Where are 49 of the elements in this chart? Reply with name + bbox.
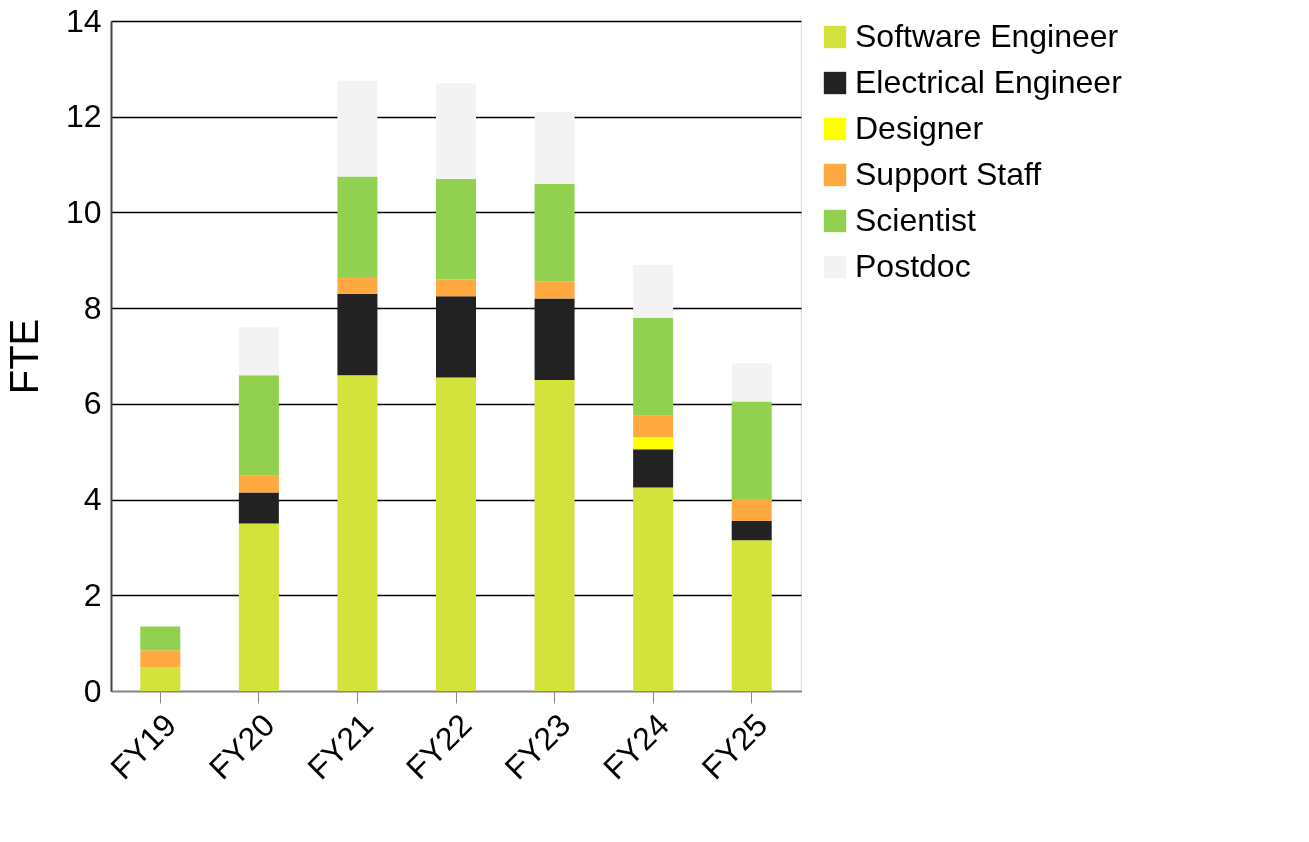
- bar: [436, 178, 476, 280]
- legend-label: Postdoc: [855, 248, 971, 284]
- bar: [534, 281, 575, 299]
- bar: [436, 377, 476, 691]
- y-axis-title: FTE: [1, 318, 46, 395]
- bar: [633, 449, 674, 488]
- bar: [436, 83, 476, 179]
- bar: [633, 487, 674, 691]
- bar: [436, 279, 476, 297]
- legend-label: Scientist: [855, 202, 977, 238]
- bar: [238, 475, 279, 493]
- bar: [633, 415, 674, 438]
- bar: [731, 363, 772, 402]
- bar: [633, 437, 674, 450]
- bar: [731, 499, 772, 522]
- bar: [534, 298, 575, 380]
- y-tick-label: 10: [65, 193, 102, 230]
- legend-label: Designer: [855, 110, 984, 146]
- bar: [140, 626, 181, 651]
- legend-label: Support Staff: [855, 156, 1042, 192]
- bar: [238, 523, 279, 691]
- bar: [633, 265, 674, 318]
- bar: [534, 379, 575, 691]
- y-tick-label: 0: [83, 672, 102, 709]
- bar: [337, 293, 378, 376]
- bar: [238, 492, 279, 524]
- bar: [238, 327, 279, 376]
- y-tick-label: 4: [83, 481, 102, 518]
- bar: [337, 375, 378, 691]
- bar: [140, 667, 181, 691]
- bar: [337, 277, 378, 294]
- y-tick-label: 2: [83, 576, 102, 613]
- bar: [731, 521, 772, 541]
- bar: [337, 176, 378, 278]
- bar: [337, 80, 378, 177]
- bar: [731, 540, 772, 691]
- bar: [140, 650, 181, 668]
- legend-label: Electrical Engineer: [855, 64, 1123, 100]
- bar: [633, 317, 674, 416]
- bar: [238, 375, 279, 476]
- y-tick-label: 12: [65, 98, 102, 135]
- bar: [534, 111, 575, 184]
- bar: [534, 183, 575, 282]
- y-tick-label: 14: [65, 2, 102, 39]
- legend-label: Software Engineer: [855, 18, 1119, 54]
- bar: [731, 401, 772, 500]
- y-tick-label: 8: [83, 289, 102, 326]
- y-tick-label: 6: [83, 385, 102, 422]
- bar: [436, 296, 476, 378]
